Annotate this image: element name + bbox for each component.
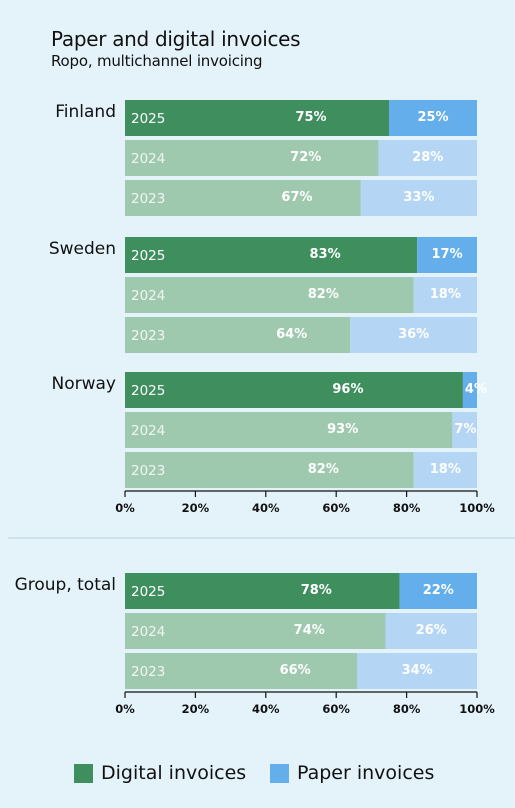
- group-label: Finland: [55, 102, 116, 122]
- x-tick-label: 60%: [322, 501, 350, 515]
- year-label: 2025: [131, 248, 165, 264]
- data-label-digital: 83%: [310, 247, 341, 262]
- bar-digital: [125, 452, 414, 488]
- data-label-paper: 7%: [454, 422, 476, 437]
- data-label-paper: 33%: [403, 190, 434, 205]
- legend-label-paper: Paper invoices: [297, 762, 435, 784]
- bar-digital: [125, 277, 414, 313]
- x-tick-label: 0%: [115, 702, 135, 716]
- x-tick-label: 100%: [459, 702, 495, 716]
- year-label: 2024: [131, 624, 165, 640]
- data-label-digital: 78%: [301, 583, 332, 598]
- data-label-paper: 34%: [402, 663, 433, 678]
- data-label-paper: 17%: [432, 247, 463, 262]
- data-label-paper: 26%: [416, 623, 447, 638]
- x-tick-label: 20%: [182, 702, 210, 716]
- legend: Digital invoices Paper invoices: [0, 762, 515, 792]
- legend-label-digital: Digital invoices: [101, 762, 247, 784]
- data-label-digital: 93%: [327, 422, 358, 437]
- group-label: Norway: [52, 374, 117, 394]
- x-tick-label: 20%: [182, 501, 210, 515]
- bar-digital: [125, 317, 351, 353]
- x-tick-label: 100%: [459, 501, 495, 515]
- legend-swatch-digital: [74, 763, 93, 783]
- data-label-digital: 72%: [290, 150, 321, 165]
- bar-paper: [399, 573, 477, 609]
- bar-paper: [350, 317, 477, 353]
- bar-paper: [413, 452, 477, 488]
- bar-digital: [125, 100, 389, 136]
- year-label: 2024: [131, 288, 165, 304]
- bar-paper: [385, 613, 477, 649]
- year-label: 2025: [131, 383, 165, 399]
- data-label-paper: 18%: [430, 462, 461, 477]
- bar-digital: [125, 237, 418, 273]
- bar-paper: [378, 140, 477, 176]
- legend-item-paper: Paper invoices: [270, 762, 434, 784]
- year-label: 2025: [131, 111, 165, 127]
- bar-paper: [360, 180, 477, 216]
- data-label-digital: 74%: [294, 623, 325, 638]
- data-label-paper: 18%: [430, 287, 461, 302]
- bar-digital: [125, 180, 361, 216]
- data-label-digital: 66%: [280, 663, 311, 678]
- x-tick-label: 60%: [322, 702, 350, 716]
- data-label-digital: 67%: [281, 190, 312, 205]
- group-label: Sweden: [49, 239, 116, 259]
- bar-paper: [452, 412, 477, 448]
- data-label-digital: 64%: [276, 327, 307, 342]
- year-label: 2023: [131, 463, 165, 479]
- data-label-digital: 82%: [308, 462, 339, 477]
- x-tick-label: 0%: [115, 501, 135, 515]
- year-label: 2024: [131, 151, 165, 167]
- bar-digital: [125, 573, 400, 609]
- bar-digital: [125, 140, 379, 176]
- data-label-digital: 82%: [308, 287, 339, 302]
- year-label: 2023: [131, 328, 165, 344]
- bar-digital: [125, 613, 386, 649]
- bar-paper: [462, 372, 477, 408]
- bar-paper: [417, 237, 477, 273]
- bar-digital: [125, 412, 453, 448]
- data-label-digital: 75%: [295, 110, 326, 125]
- bar-paper: [413, 277, 477, 313]
- data-label-paper: 25%: [417, 110, 448, 125]
- chart-subtitle: Ropo, multichannel invoicing: [51, 52, 263, 70]
- bar-paper: [357, 653, 477, 689]
- year-label: 2023: [131, 664, 165, 680]
- data-label-paper: 28%: [412, 150, 443, 165]
- bar-digital: [125, 653, 358, 689]
- year-label: 2023: [131, 191, 165, 207]
- data-label-paper: 22%: [423, 583, 454, 598]
- data-label-digital: 96%: [332, 382, 363, 397]
- x-tick-label: 80%: [393, 702, 421, 716]
- x-tick-label: 40%: [252, 501, 280, 515]
- data-label-paper: 36%: [398, 327, 429, 342]
- chart-title: Paper and digital invoices: [51, 27, 301, 51]
- legend-swatch-paper: [270, 763, 289, 783]
- year-label: 2025: [131, 584, 165, 600]
- x-tick-label: 80%: [393, 501, 421, 515]
- bar-digital: [125, 372, 463, 408]
- group-label: Group, total: [15, 575, 116, 595]
- x-tick-label: 40%: [252, 702, 280, 716]
- year-label: 2024: [131, 423, 165, 439]
- data-label-paper: 4%: [465, 382, 487, 397]
- legend-item-digital: Digital invoices: [74, 762, 246, 784]
- bar-paper: [389, 100, 477, 136]
